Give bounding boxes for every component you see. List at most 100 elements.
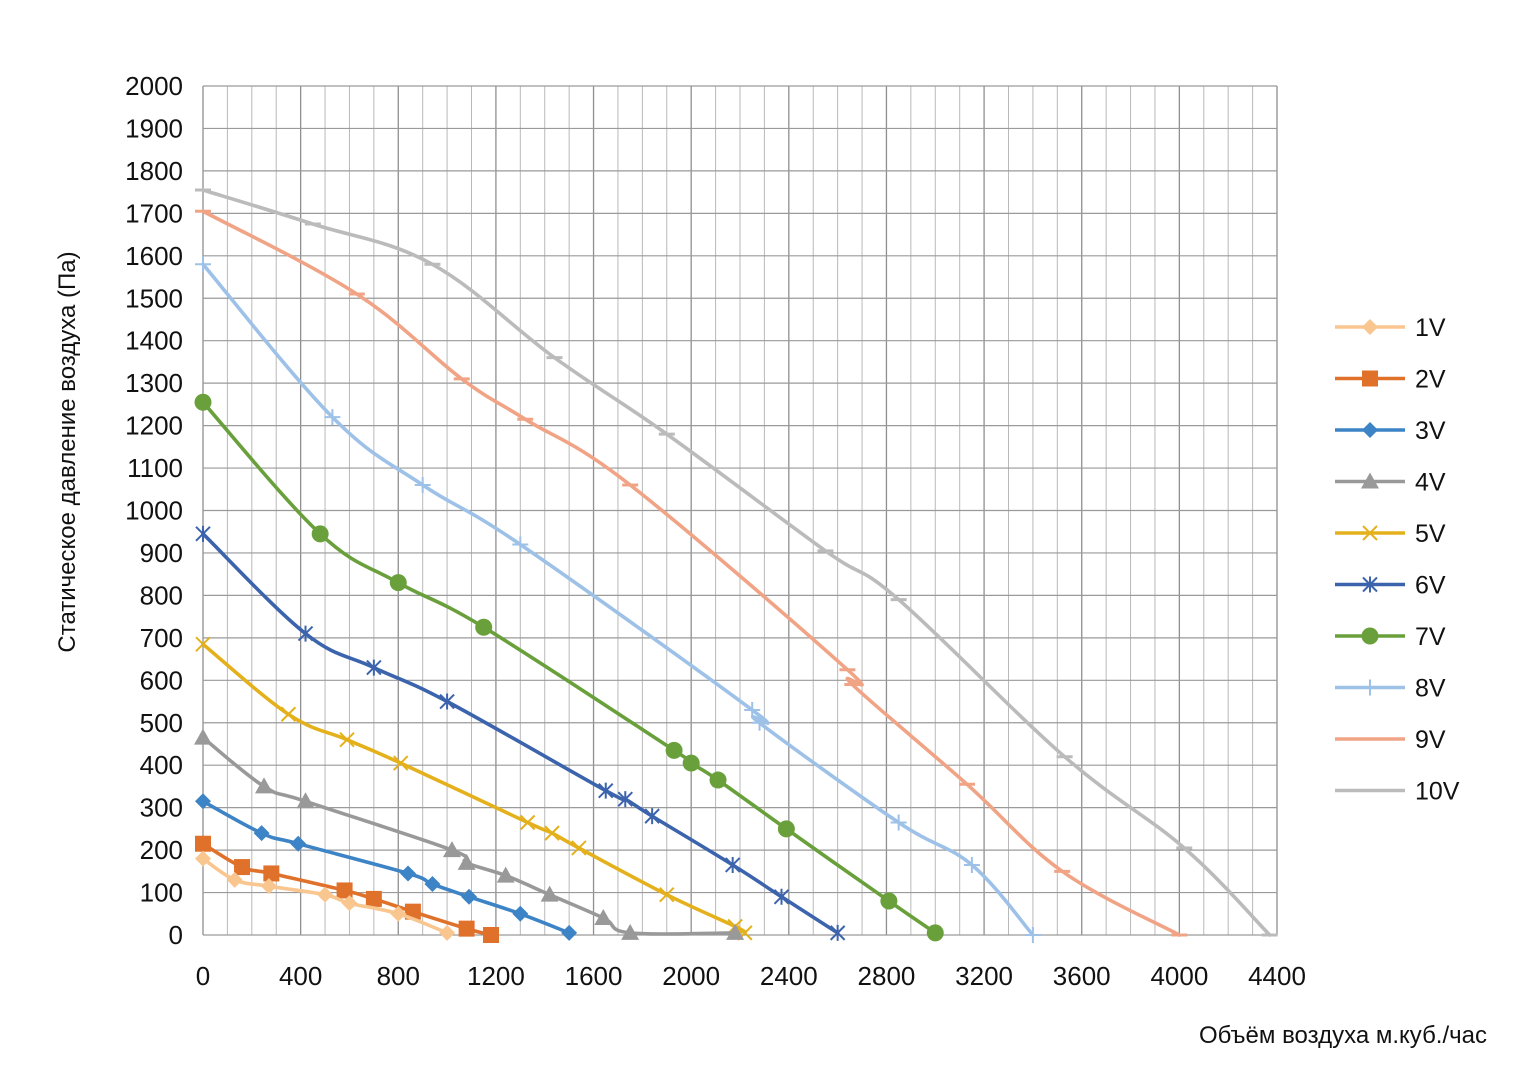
y-tick-label: 1900 <box>125 113 183 143</box>
x-tick-label: 2800 <box>858 961 916 991</box>
series-3v <box>195 793 578 941</box>
legend-marker-2v <box>1362 370 1378 387</box>
data-point-5v <box>571 840 587 856</box>
legend-item-5v: 5V <box>1335 520 1446 548</box>
y-tick-label: 2000 <box>125 71 183 101</box>
legend-item-2v: 2V <box>1335 366 1446 394</box>
data-point-7v <box>777 820 795 838</box>
y-tick-label: 1200 <box>125 411 183 441</box>
legend-marker-6v <box>1362 576 1378 593</box>
series-line-8v <box>201 262 1035 937</box>
series-9v <box>195 209 1188 937</box>
data-point-7v <box>194 393 212 411</box>
data-point-3v <box>253 825 270 842</box>
legend-item-7v: 7V <box>1335 623 1446 651</box>
x-tick-label: 0 <box>196 961 210 991</box>
y-tick-label: 1600 <box>125 241 183 271</box>
data-point-8v <box>963 856 980 873</box>
x-tick-label: 2000 <box>662 961 720 991</box>
legend-item-9v: 9V <box>1335 726 1446 754</box>
data-point-2v <box>234 859 251 876</box>
data-point-7v <box>389 574 407 592</box>
legend-marker-4v <box>1361 472 1379 489</box>
data-point-3v <box>290 835 307 852</box>
data-point-2v <box>458 920 475 937</box>
data-point-4v <box>194 728 212 745</box>
series-layer <box>194 188 1278 943</box>
data-point-7v <box>665 741 683 759</box>
data-point-5v <box>659 886 675 903</box>
data-point-5v <box>544 825 560 841</box>
data-point-4v <box>621 923 640 940</box>
legend-item-6v: 6V <box>1335 572 1446 600</box>
legend-marker-8v <box>1362 679 1378 696</box>
y-tick-labels: 0 100 200 300 400 500 600 700 800 900 1000 1100 1200… <box>125 71 183 950</box>
data-point-1v <box>195 850 211 867</box>
data-point-5v <box>519 814 536 831</box>
legend-marker-7v <box>1361 627 1379 645</box>
y-tick-label: 1300 <box>125 368 183 398</box>
data-point-4v <box>442 841 461 858</box>
x-tick-label: 4400 <box>1248 961 1306 991</box>
y-tick-label: 200 <box>140 835 183 865</box>
x-tick-label: 400 <box>279 961 322 991</box>
legend-marker-5v <box>1362 525 1378 541</box>
legend: 1V 2V 3V 4V 5V 6V 7V 8V 9V 10V <box>1335 314 1460 806</box>
data-point-1v <box>317 886 334 903</box>
x-tick-label: 2400 <box>760 961 818 991</box>
y-tick-label: 1100 <box>127 453 183 483</box>
data-point-6v <box>617 791 633 808</box>
data-point-2v <box>263 865 280 882</box>
data-point-6v <box>644 808 660 825</box>
y-tick-label: 800 <box>140 580 183 610</box>
legend-item-3v: 3V <box>1335 417 1446 445</box>
data-point-2v <box>365 890 382 907</box>
series-line-5v <box>201 642 747 935</box>
data-point-2v <box>195 835 211 852</box>
data-point-1v <box>226 871 243 888</box>
y-tick-label: 1400 <box>125 326 183 356</box>
legend-item-1v: 1V <box>1335 314 1446 342</box>
legend-label-10v: 10V <box>1415 778 1460 806</box>
data-point-4v <box>457 853 476 870</box>
y-tick-label: 100 <box>140 878 183 908</box>
x-tick-label: 1600 <box>565 961 623 991</box>
y-tick-label: 500 <box>140 708 183 738</box>
data-point-7v <box>682 754 700 772</box>
series-10v <box>195 188 1278 937</box>
data-point-4v <box>726 923 745 940</box>
y-tick-label: 300 <box>140 793 183 823</box>
data-point-4v <box>594 909 613 926</box>
x-tick-labels: 0 400 800 1200 1600 2000 2400 2800 3200 3600 4000 4… <box>196 961 1306 991</box>
y-tick-label: 1700 <box>125 198 183 228</box>
data-point-4v <box>540 885 559 902</box>
y-axis-title: Статическое давление воздуха (Па) <box>54 251 81 652</box>
y-tick-label: 1800 <box>125 156 183 186</box>
data-point-3v <box>512 905 529 922</box>
data-point-8v <box>1024 927 1041 943</box>
data-point-3v <box>424 876 441 893</box>
data-point-1v <box>260 878 277 895</box>
data-point-5v <box>195 636 211 652</box>
data-point-5v <box>280 706 297 722</box>
data-point-3v <box>561 924 578 941</box>
data-point-6v <box>366 659 382 676</box>
data-point-1v <box>390 905 407 922</box>
legend-label-6v: 6V <box>1415 572 1446 600</box>
data-point-3v <box>195 793 211 810</box>
grid-major <box>202 85 1278 936</box>
data-point-8v <box>512 536 529 553</box>
x-tick-label: 800 <box>377 961 420 991</box>
series-7v <box>194 393 944 942</box>
legend-marker-1v <box>1362 319 1378 335</box>
series-line-9v <box>201 209 1182 937</box>
data-point-7v <box>709 771 727 789</box>
series-line-10v <box>201 188 1272 937</box>
data-point-4v <box>255 777 274 794</box>
y-tick-label: 900 <box>140 538 183 568</box>
data-point-7v <box>475 618 493 636</box>
data-point-8v <box>414 477 431 494</box>
x-axis-title: Объём воздуха м.куб./час <box>1199 1022 1487 1049</box>
legend-label-3v: 3V <box>1415 417 1446 445</box>
